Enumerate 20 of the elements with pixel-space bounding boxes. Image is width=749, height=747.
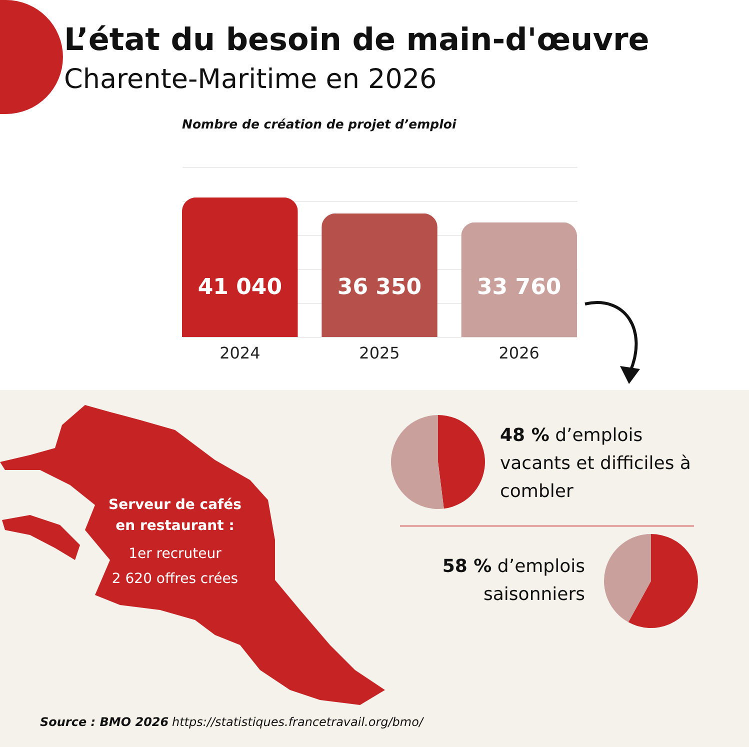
text: Charente-Maritime en 2026 <box>64 64 437 95</box>
source-note: Source : BMO 2026 <box>40 715 169 729</box>
pie-slice <box>438 415 485 509</box>
data-label: 41 040 <box>198 275 282 300</box>
chart-title: Nombre de création de projet d’emploi <box>182 116 457 132</box>
x-tick-label: 2025 <box>359 344 400 362</box>
text: Serveur de cafés en restaurant : <box>108 496 242 536</box>
text: https://statistiques.francetravail.org/bmo/ <box>172 715 423 729</box>
text: L’état du besoin de main-d'œuvre <box>64 22 650 58</box>
data-label: 36 350 <box>337 275 422 300</box>
text: 1er recruteur <box>128 546 222 562</box>
pie-slice <box>604 534 651 622</box>
pie-slice <box>391 415 444 509</box>
text: 2 620 offres crées <box>110 571 240 587</box>
pie-slice <box>628 534 698 628</box>
x-tick-label: 2024 <box>220 344 260 362</box>
text: 48 % d’emplois vacants et difficiles à combler <box>500 424 692 504</box>
text: 58 % d’emplois saisonniers <box>441 555 585 607</box>
x-tick-label: 2026 <box>498 344 540 362</box>
data-label: 33 760 <box>476 275 562 300</box>
